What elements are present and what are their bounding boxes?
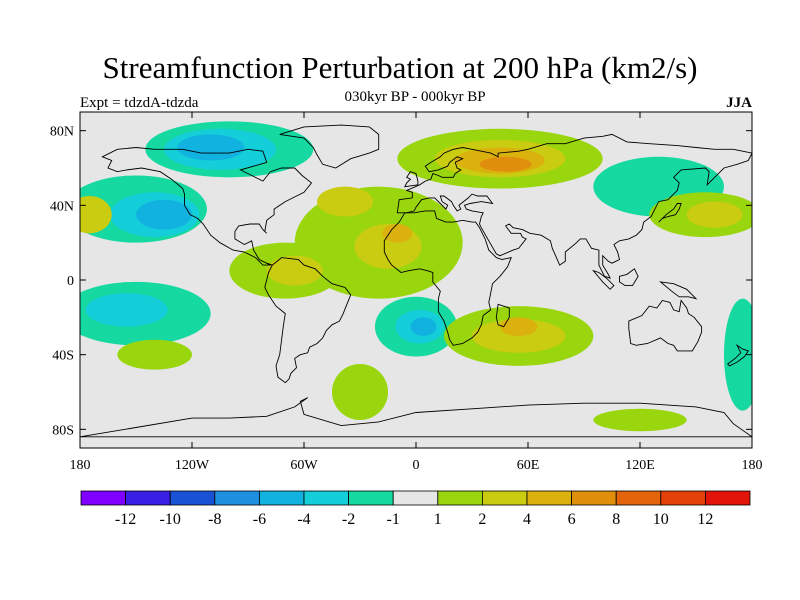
coastline: [404, 171, 419, 188]
streamfunction-field: [80, 121, 752, 432]
colorbar-label: -2: [342, 511, 355, 528]
colorbar-swatch: [303, 490, 349, 506]
x-tick-label: 120E: [625, 458, 655, 473]
colorbar-swatch: [214, 490, 260, 506]
coastline: [279, 124, 380, 169]
field-contour-region: [593, 408, 687, 432]
coastline: [495, 303, 510, 328]
colorbar-swatch: [526, 490, 572, 506]
colorbar-label: 4: [523, 511, 531, 528]
field-contour-region: [686, 201, 743, 228]
colorbar-label: 6: [568, 511, 576, 528]
colorbar-label: -8: [208, 511, 221, 528]
colorbar-swatch: [125, 490, 171, 506]
plot-title: Streamfunction Perturbation at 200 hPa (…: [102, 50, 698, 85]
colorbar-swatch: [80, 490, 126, 506]
colorbar-swatch: [437, 490, 483, 506]
colorbar-label: -12: [115, 511, 136, 528]
x-tick-label: 180: [70, 458, 91, 473]
field-contour-region: [472, 319, 566, 353]
field-contour-region: [117, 339, 192, 370]
coastline: [658, 203, 682, 223]
coastline: [383, 210, 512, 346]
field-contour-region: [136, 199, 192, 230]
field-contour-region: [177, 134, 245, 161]
colorbar: -12 -10 -8 -6 -4 -2 -1 1 2 4 6 8 10 12: [80, 490, 751, 528]
colorbar-swatch: [258, 490, 305, 506]
coastlines: [80, 124, 752, 438]
coastline: [628, 299, 703, 352]
colorbar-swatch: [615, 490, 662, 506]
colorbar-label: 2: [478, 511, 486, 528]
x-tick-label: 0: [413, 458, 420, 473]
field-contour-region: [332, 364, 388, 420]
colorbar-swatch: [348, 490, 394, 506]
y-tick-label: 40N: [50, 199, 74, 214]
colorbar-swatch: [481, 490, 528, 506]
field-contour-region: [266, 255, 323, 286]
x-tick-label: 60E: [517, 458, 540, 473]
colorbar-label: 1: [434, 511, 442, 528]
field-contour-region: [80, 196, 112, 234]
field-contour-region: [317, 186, 374, 217]
y-tick-label: 40S: [52, 349, 74, 364]
coastline: [727, 343, 750, 367]
x-tick-label: 180: [742, 458, 763, 473]
colorbar-swatch: [660, 490, 706, 506]
latitude-axis: 80N 40N 0 40S 80S: [50, 125, 752, 438]
coastline: [659, 281, 698, 300]
colorbar-swatch: [169, 490, 216, 506]
season-label: JJA: [726, 95, 752, 111]
colorbar-label: 8: [612, 511, 620, 528]
field-contour-region: [85, 293, 168, 327]
plot-subtitle: 030kyr BP - 000kyr BP: [344, 89, 486, 105]
x-tick-label: 120W: [175, 458, 210, 473]
colorbar-swatch: [571, 490, 617, 506]
colorbar-swatch: [705, 490, 751, 506]
field-contour-region: [500, 317, 538, 336]
colorbar-label: -4: [297, 511, 310, 528]
colorbar-label: -1: [387, 511, 400, 528]
x-tick-label: 60W: [290, 458, 318, 473]
field-contour-region: [410, 317, 437, 336]
field-contour-region: [479, 156, 532, 172]
coastline: [591, 269, 615, 290]
y-tick-label: 80S: [52, 423, 74, 438]
longitude-axis: 180 120W 60W 0 60E 120E 180: [70, 112, 763, 473]
coastline: [264, 257, 352, 384]
colorbar-label: 10: [653, 511, 669, 528]
y-tick-label: 0: [67, 274, 74, 289]
field-contour-region: [382, 224, 413, 243]
coastline: [101, 147, 313, 266]
colorbar-label: -6: [253, 511, 266, 528]
field-contour-region: [724, 298, 752, 411]
coastline: [396, 133, 752, 279]
colorbar-label: -10: [160, 511, 181, 528]
coastline: [619, 268, 639, 287]
coastline: [80, 397, 752, 438]
experiment-label: Expt = tdzdA-tdzda: [80, 95, 199, 111]
colorbar-label: 12: [697, 511, 713, 528]
colorbar-swatch: [392, 490, 439, 506]
y-tick-label: 80N: [50, 125, 74, 140]
